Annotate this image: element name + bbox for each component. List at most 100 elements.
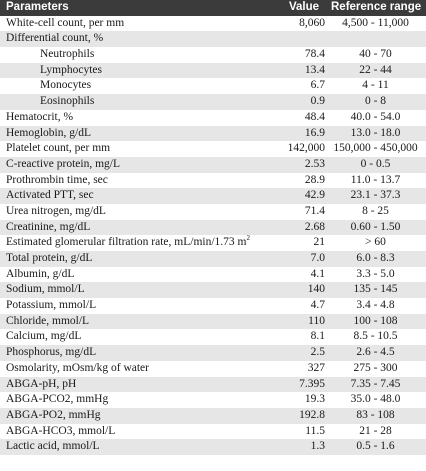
reference-range-cell: 40 - 70 (359, 48, 392, 61)
value-cell: 19.3 (304, 393, 325, 406)
parameter-cell: ABGA-pH, pH (0, 377, 275, 393)
reference-range-cell: 35.0 - 48.0 (350, 393, 401, 406)
header-reference-range: Reference range (331, 1, 422, 13)
reference-range-cell: 40.0 - 54.0 (350, 110, 401, 123)
parameter-text: Calcium, mg/dL (6, 330, 82, 343)
reference-range-cell: 83 - 108 (356, 408, 395, 421)
table-row: Sodium, mmol/L 140 135 - 145 (0, 282, 426, 299)
parameter-cell: C-reactive protein, mg/L (0, 157, 275, 173)
parameter-cell: Potassium, mmol/L (0, 298, 275, 314)
table-row: Chloride, mmol/L 110 100 - 108 (0, 313, 426, 330)
parameter-cell: Albumin, g/dL (0, 267, 275, 283)
parameter-cell: Eosinophils (0, 94, 275, 110)
parameter-text: ABGA-PCO2, mmHg (6, 393, 109, 406)
value-cell: 2.5 (310, 346, 325, 359)
value-cell: 140 (307, 283, 325, 296)
parameter-text: Platelet count, per mm (6, 142, 111, 155)
table-row: Lymphocytes 13.4 22 - 44 (0, 62, 426, 79)
reference-range-cell: 0.5 - 1.6 (356, 440, 395, 453)
table-row: Albumin, g/dL 4.1 3.3 - 5.0 (0, 266, 426, 283)
parameter-cell: Creatinine, mg/dL (0, 220, 275, 236)
parameter-cell: Estimated glomerular filtration rate, mL… (0, 235, 275, 251)
table-row: Osmolarity, mOsm/kg of water 327 275 - 300 (0, 360, 426, 377)
table-row: ABGA-PCO2, mmHg 19.3 35.0 - 48.0 (0, 392, 426, 408)
parameter-cell: White-cell count, per mm (0, 16, 275, 32)
parameter-cell: ABGA-PCO2, mmHg (0, 392, 275, 408)
value-cell: 13.4 (304, 63, 325, 76)
reference-range-cell: 2.6 - 4.5 (356, 346, 395, 359)
parameter-text: White-cell count, per mm (6, 16, 125, 29)
value-cell: 7.0 (310, 252, 325, 264)
table-row: Differential count, % (0, 31, 426, 48)
value-cell: 110 (308, 314, 325, 327)
parameter-superscript: 2 (246, 235, 250, 243)
reference-range-cell: 135 - 145 (353, 283, 398, 296)
reference-range-cell: > 60 (365, 236, 386, 249)
parameter-text: C-reactive protein, mg/L (6, 157, 121, 170)
table-header-row: Parameters Value Reference range (0, 0, 426, 16)
value-cell: 16.9 (304, 126, 325, 139)
parameter-cell: ABGA-HCO3, mmol/L (0, 424, 275, 440)
parameter-text: ABGA-HCO3, mmol/L (6, 424, 116, 437)
value-cell: 78.4 (304, 48, 325, 61)
parameter-text: Lymphocytes (40, 63, 102, 76)
parameter-cell: Activated PTT, sec (0, 188, 275, 204)
parameter-text: Hemoglobin, g/dL (6, 126, 91, 139)
parameter-text: Urea nitrogen, mg/dL (6, 204, 106, 217)
parameter-cell: Platelet count, per mm (0, 141, 275, 157)
parameter-text: Differential count, % (6, 32, 104, 45)
table-row: Neutrophils 78.4 40 - 70 (0, 47, 426, 63)
parameter-text: Activated PTT, sec (6, 189, 94, 202)
table-row: Activated PTT, sec 42.9 23.1 - 37.3 (0, 188, 426, 204)
parameter-text: Estimated glomerular filtration rate, mL… (6, 236, 247, 249)
parameter-cell: Calcium, mg/dL (0, 329, 275, 345)
reference-range-cell: 0 - 0.5 (360, 157, 391, 170)
parameter-cell: Urea nitrogen, mg/dL (0, 204, 275, 220)
value-cell: 327 (307, 361, 325, 374)
reference-range-cell: 13.0 - 18.0 (350, 126, 401, 139)
parameter-text: ABGA-PO2, mmHg (6, 408, 101, 421)
parameter-text: Creatinine, mg/dL (6, 220, 91, 233)
table-row: Lactic acid, mmol/L 1.3 0.5 - 1.6 (0, 439, 426, 455)
parameter-text: Osmolarity, mOsm/kg of water (6, 361, 149, 374)
table-row: Monocytes 6.7 4 - 11 (0, 78, 426, 95)
table-row: Calcium, mg/dL 8.1 8.5 - 10.5 (0, 329, 426, 346)
table-row: Potassium, mmol/L 4.7 3.4 - 4.8 (0, 298, 426, 314)
parameter-cell: Monocytes (0, 78, 275, 94)
parameter-text: Lactic acid, mmol/L (6, 440, 100, 453)
header-value: Value (288, 1, 320, 13)
value-cell: 1.3 (310, 440, 325, 453)
reference-range-cell: 8 - 25 (362, 204, 389, 217)
value-cell: 192.8 (299, 408, 325, 421)
table-row: ABGA-PO2, mmHg 192.8 83 - 108 (0, 407, 426, 424)
table-row: ABGA-pH, pH 7.395 7.35 - 7.45 (0, 376, 426, 393)
table-row: Prothrombin time, sec 28.9 11.0 - 13.7 (0, 172, 426, 189)
reference-range-cell: 0 - 8 (364, 95, 387, 108)
value-cell: 8.1 (310, 330, 325, 343)
parameter-cell: Sodium, mmol/L (0, 282, 275, 298)
parameter-text: Phosphorus, mg/dL (6, 346, 97, 359)
value-cell: 7.395 (299, 377, 325, 390)
value-cell: 2.53 (304, 157, 325, 170)
reference-range-cell: 4 - 11 (362, 79, 389, 92)
reference-range-cell: 8.5 - 10.5 (353, 330, 398, 343)
header-parameters: Parameters (6, 1, 69, 13)
value-cell: 48.4 (304, 110, 325, 123)
parameter-cell: Prothrombin time, sec (0, 173, 275, 189)
table-row: Hemoglobin, g/dL 16.9 13.0 - 18.0 (0, 125, 426, 142)
parameter-text: ABGA-pH, pH (6, 377, 77, 390)
reference-range-cell: 0.60 - 1.50 (350, 220, 401, 233)
reference-range-cell: 21 - 28 (359, 424, 392, 437)
parameter-cell: Osmolarity, mOsm/kg of water (0, 361, 275, 377)
table-row: Creatinine, mg/dL 2.68 0.60 - 1.50 (0, 219, 426, 236)
parameter-text: Potassium, mmol/L (6, 299, 97, 312)
parameter-cell: Total protein, g/dL (0, 251, 275, 267)
parameter-text: Prothrombin time, sec (6, 173, 108, 186)
reference-range-cell: 7.35 - 7.45 (350, 377, 401, 390)
table-row: Total protein, g/dL 7.0 6.0 - 8.3 (0, 251, 426, 267)
parameter-cell: Differential count, % (0, 31, 275, 47)
reference-range-cell: 23.1 - 37.3 (350, 189, 401, 202)
value-cell: 28.9 (304, 173, 325, 186)
parameter-text: Eosinophils (40, 95, 95, 108)
parameter-text: Albumin, g/dL (6, 267, 75, 280)
